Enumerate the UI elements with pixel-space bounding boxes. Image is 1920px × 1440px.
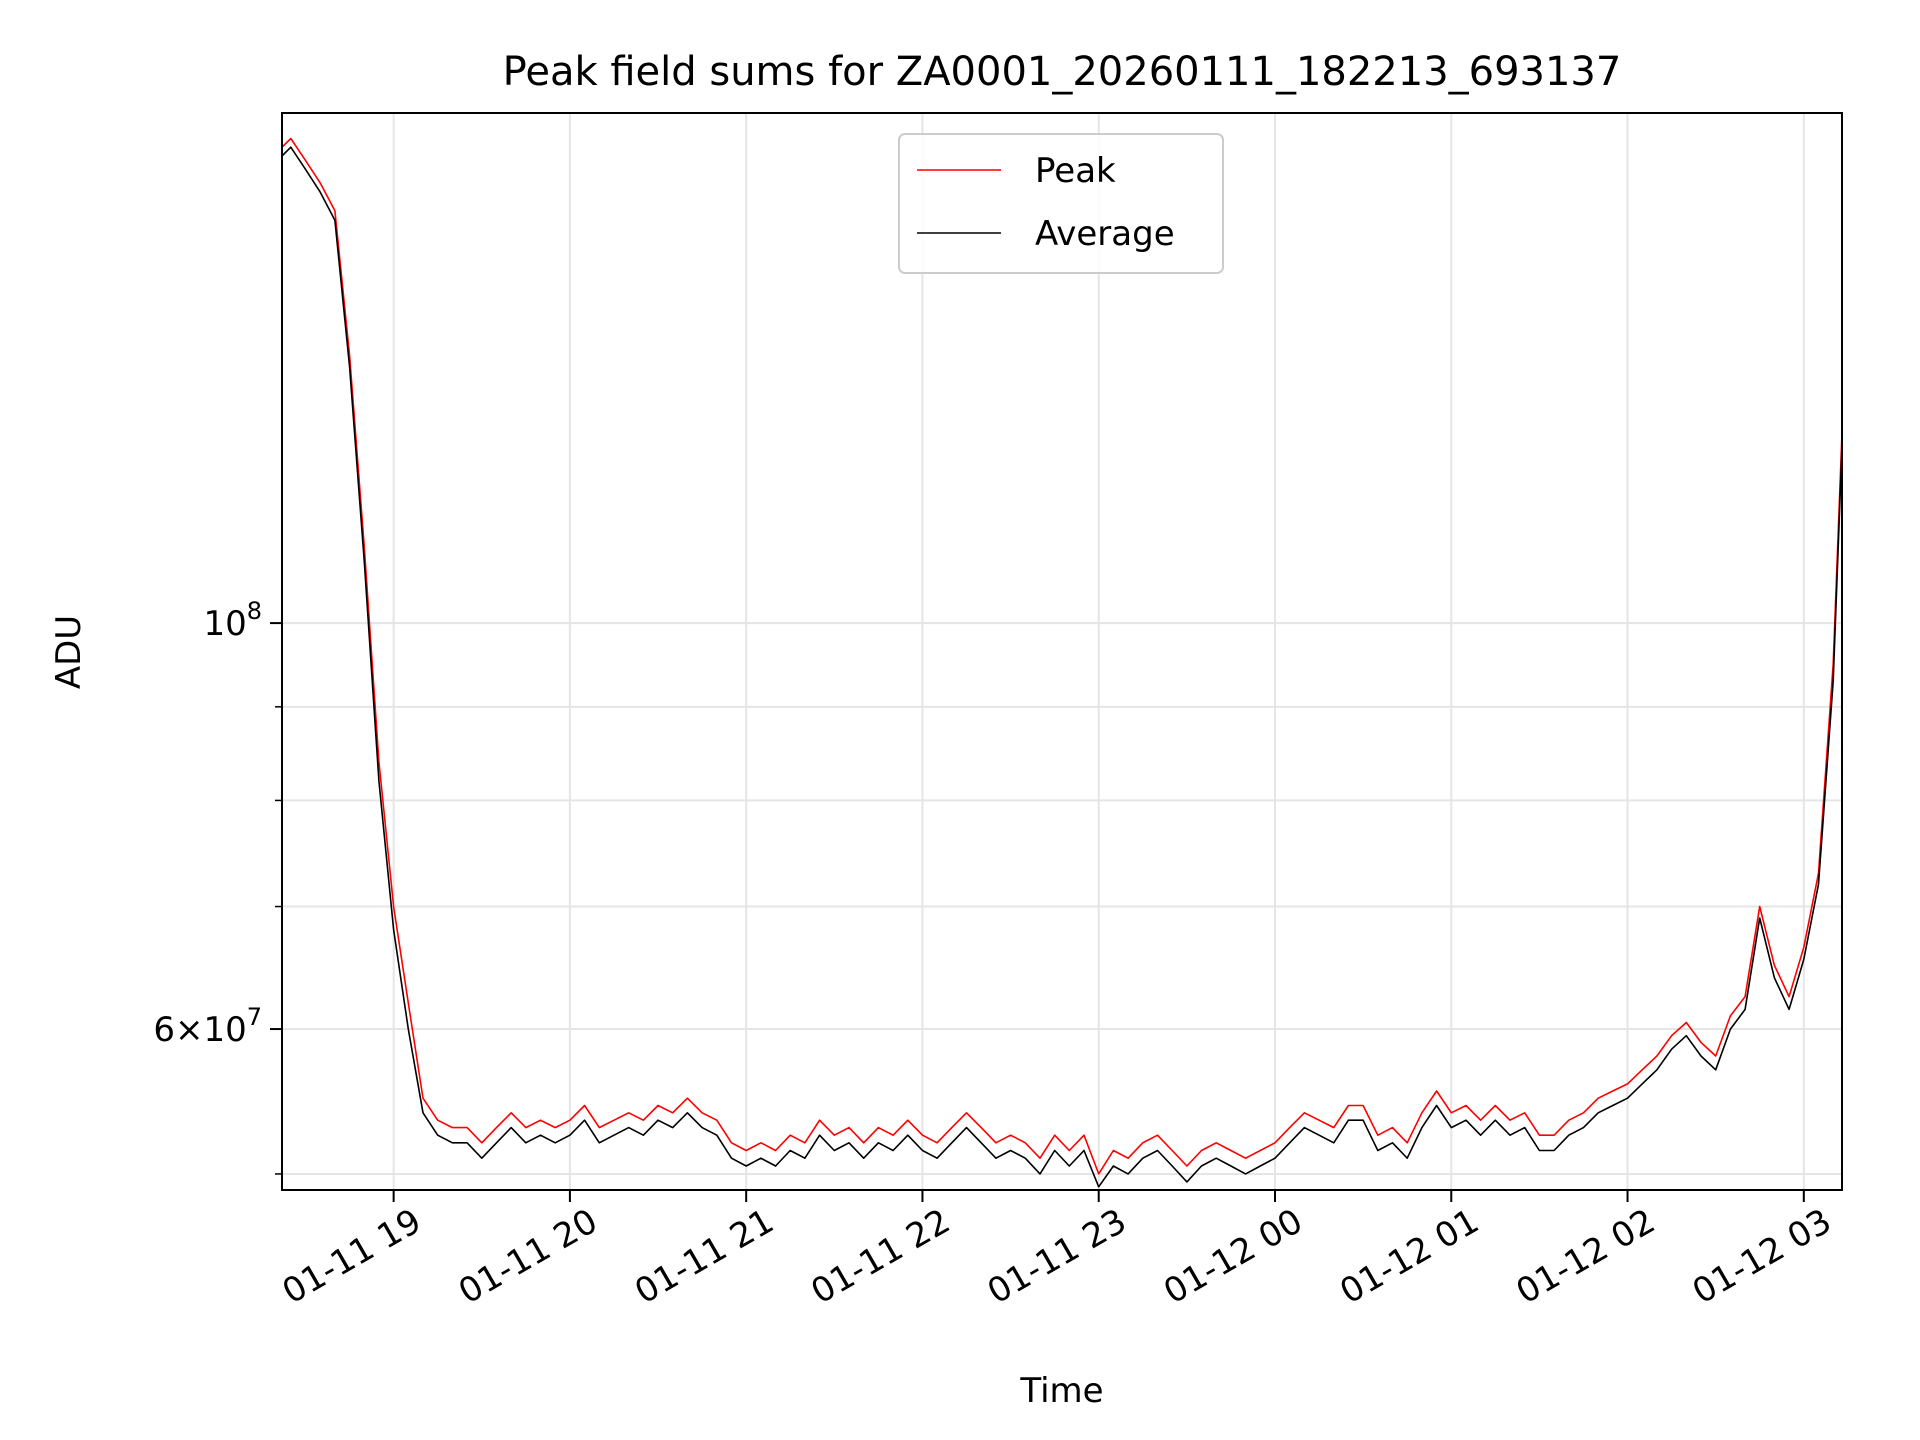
y-tick-label: 108 <box>203 597 262 644</box>
grid <box>282 113 1842 1190</box>
plot-frame <box>281 112 1843 1191</box>
legend: Peak Average <box>898 133 1224 274</box>
y-tick-exponent: 8 <box>247 597 262 625</box>
legend-box <box>898 133 1224 274</box>
y-axis: 108 6×107 <box>153 597 282 1175</box>
series-line-peak <box>281 137 1843 1175</box>
plot-series <box>281 137 1843 1188</box>
y-tick-exponent: 7 <box>247 1003 262 1031</box>
legend-label-average: Average <box>1035 214 1175 254</box>
series-line-average <box>281 146 1843 1188</box>
y-tick-mantissa: 6×10 <box>153 1010 246 1050</box>
y-axis-label: ADU <box>49 615 89 689</box>
chart-title: Peak field sums for ZA0001_20260111_1822… <box>503 49 1622 95</box>
y-tick-label: 6×107 <box>153 1003 262 1050</box>
x-axis-label: Time <box>1019 1371 1103 1411</box>
legend-label-peak: Peak <box>1035 151 1116 191</box>
y-tick-mantissa: 10 <box>203 604 246 644</box>
